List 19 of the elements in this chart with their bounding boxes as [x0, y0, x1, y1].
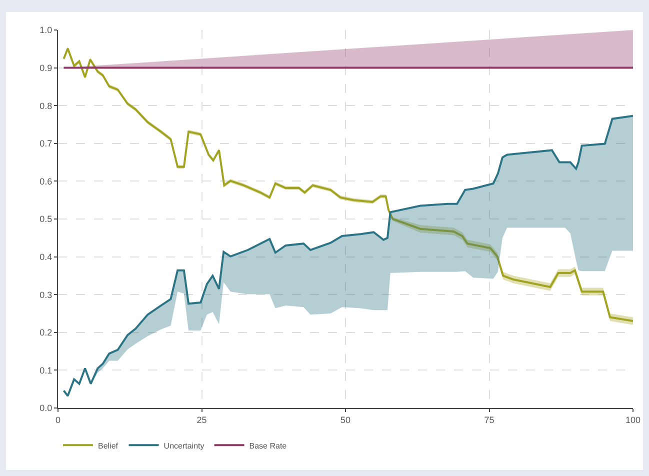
y-tick-label: 0.7 [40, 138, 52, 149]
legend-label: Uncertainty [164, 441, 204, 450]
legend-label: Belief [98, 441, 119, 450]
x-tick-label: 100 [625, 414, 641, 425]
y-tick-label: 0.0 [40, 403, 52, 414]
y-tick-label: 0.1 [40, 365, 52, 376]
y-tick-label: 0.3 [40, 290, 52, 300]
x-tick-label: 50 [340, 414, 351, 425]
y-tick-label: 0.9 [40, 62, 52, 73]
y-tick-label: 0.4 [40, 252, 52, 262]
x-tick-label: 25 [196, 414, 207, 425]
x-tick-label: 75 [484, 414, 494, 425]
y-tick-label: 0.5 [40, 214, 52, 224]
legend-label: Base Rate [249, 441, 288, 450]
y-tick-label: 0.8 [40, 100, 52, 111]
y-tick-label: 0.2 [40, 328, 52, 338]
y-tick-label: 1.0 [40, 25, 52, 36]
y-tick-label: 0.6 [40, 176, 52, 186]
x-tick-label: 0 [55, 414, 61, 425]
